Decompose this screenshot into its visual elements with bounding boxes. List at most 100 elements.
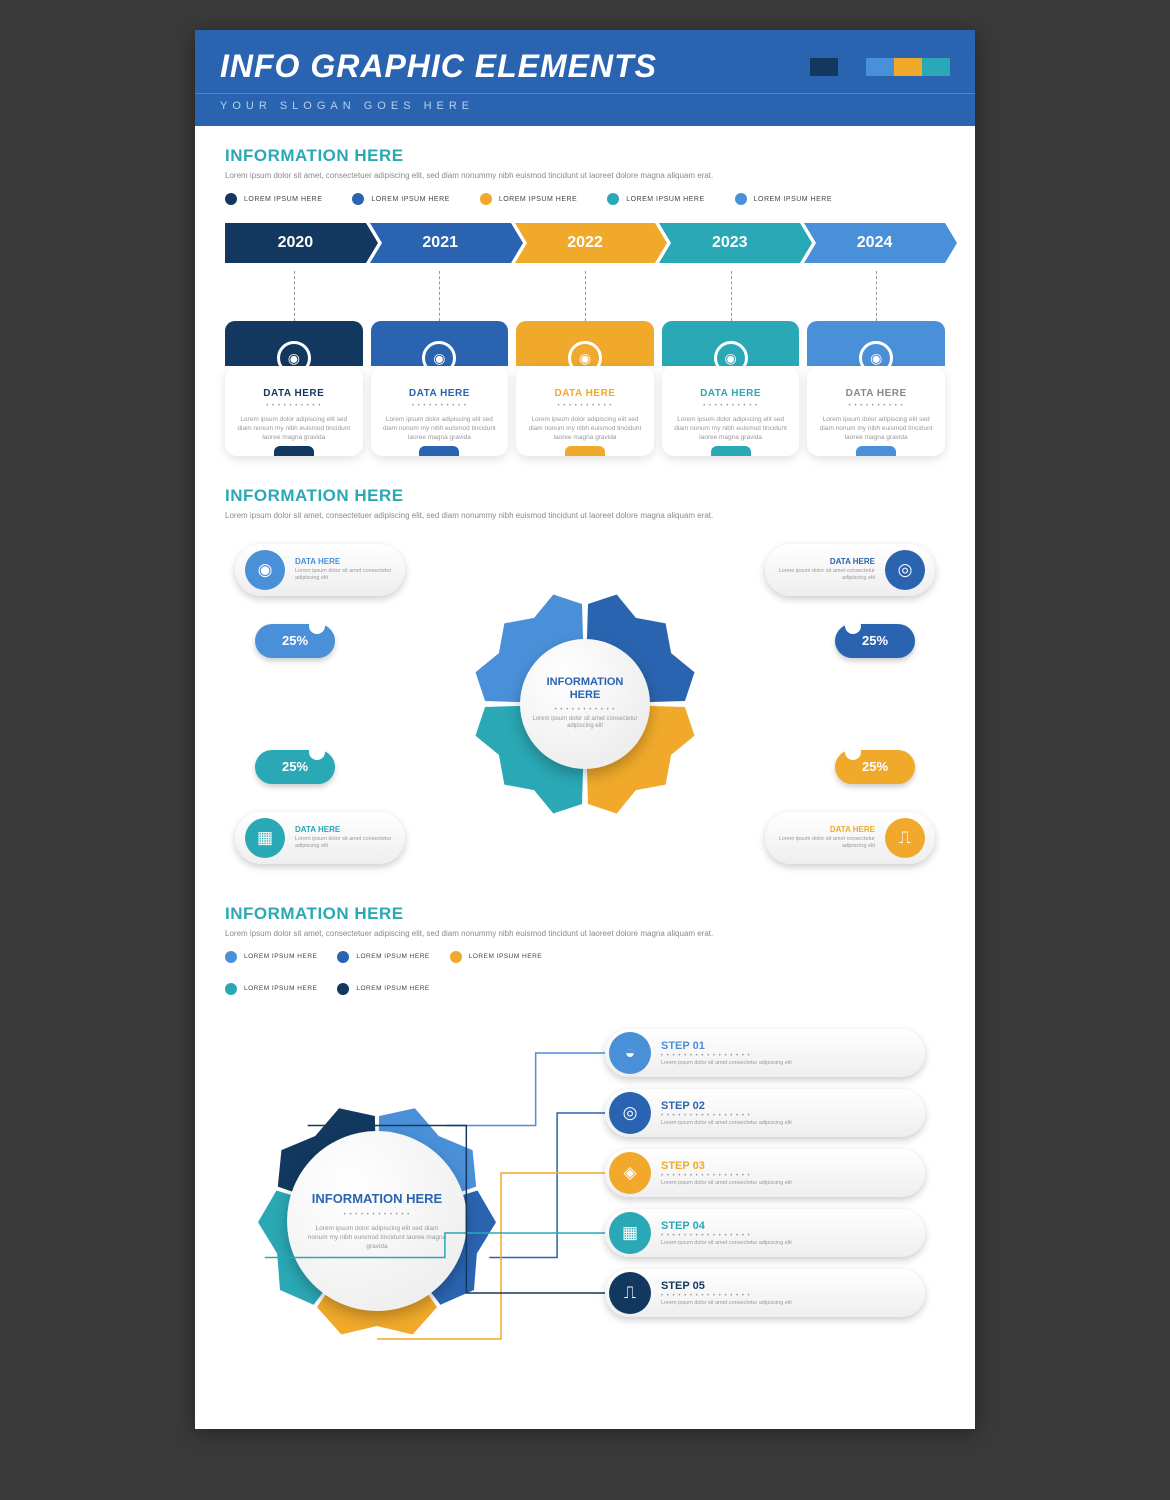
step-label: STEP 01 xyxy=(661,1040,915,1052)
swatch xyxy=(838,58,866,76)
year-arrow: 2022 xyxy=(515,223,656,263)
step-icon: ◈ xyxy=(609,1152,651,1194)
card-connector xyxy=(439,271,508,321)
percent-pill: 25% xyxy=(835,624,915,658)
legend-item: LOREM IPSUM HERE xyxy=(735,193,832,205)
legend-dot xyxy=(480,193,492,205)
step-bar: ◈ STEP 03 • • • • • • • • • • • • • • • … xyxy=(605,1149,925,1197)
legend-dot xyxy=(225,193,237,205)
legend-label: LOREM IPSUM HERE xyxy=(626,196,704,203)
step-text: STEP 02 • • • • • • • • • • • • • • • • … xyxy=(661,1100,925,1127)
legend-item: LOREM IPSUM HERE xyxy=(337,983,429,995)
card-body: DATA HERE • • • • • • • • • • Lorem ipsu… xyxy=(807,366,945,456)
percent-pill: 25% xyxy=(255,750,335,784)
step-bar: ◒ STEP 01 • • • • • • • • • • • • • • • … xyxy=(605,1029,925,1077)
card-tab xyxy=(565,446,605,456)
step-row: ▦ STEP 04 • • • • • • • • • • • • • • • … xyxy=(605,1209,925,1257)
legend-label: LOREM IPSUM HERE xyxy=(244,196,322,203)
step-icon: ◒ xyxy=(609,1032,651,1074)
callout-desc: Lorem ipsum dolor sit amet consectetur a… xyxy=(295,836,395,850)
step-text: STEP 01 • • • • • • • • • • • • • • • • … xyxy=(661,1040,925,1067)
infographic-page: INFO GRAPHIC ELEMENTS YOUR SLOGAN GOES H… xyxy=(195,30,975,1429)
card-tag: ◉ xyxy=(371,321,509,366)
percent-pill: 25% xyxy=(255,624,335,658)
card-body: DATA HERE • • • • • • • • • • Lorem ipsu… xyxy=(371,366,509,456)
gear2-center-desc: Lorem ipsum dolor adipiscing elit sed di… xyxy=(305,1224,449,1251)
steps-diagram: INFORMATION HERE • • • • • • • • • • • •… xyxy=(225,1009,945,1419)
card-tag: ◉ xyxy=(225,321,363,366)
callout-label: DATA HERE xyxy=(295,557,395,566)
card-title: DATA HERE xyxy=(235,388,353,399)
step-desc: Lorem ipsum dolor sit amet consectetur a… xyxy=(661,1180,915,1187)
section3-title: INFORMATION HERE xyxy=(225,904,945,924)
divider-dots: • • • • • • • • • • xyxy=(817,403,935,409)
callout: ▦ DATA HERE Lorem ipsum dolor sit amet c… xyxy=(235,812,405,864)
card-title: DATA HERE xyxy=(672,388,790,399)
legend-item: LOREM IPSUM HERE xyxy=(225,951,317,963)
legend-item: LOREM IPSUM HERE xyxy=(225,193,322,205)
gear2-center-title: INFORMATION HERE xyxy=(312,1191,442,1207)
callout-text: DATA HERE Lorem ipsum dolor sit amet con… xyxy=(295,557,395,582)
card-connector xyxy=(294,271,363,321)
divider-dots: • • • • • • • • • • xyxy=(381,403,499,409)
step-icon: ▦ xyxy=(609,1212,651,1254)
card-body: DATA HERE • • • • • • • • • • Lorem ipsu… xyxy=(662,366,800,456)
legend-label: LOREM IPSUM HERE xyxy=(499,196,577,203)
legend-dot xyxy=(607,193,619,205)
callout-text: DATA HERE Lorem ipsum dolor sit amet con… xyxy=(295,825,395,850)
step-desc: Lorem ipsum dolor sit amet consectetur a… xyxy=(661,1300,915,1307)
divider-dots: • • • • • • • • • • • • xyxy=(344,1212,411,1218)
callout-desc: Lorem ipsum dolor sit amet consectetur a… xyxy=(295,568,395,582)
divider-dots: • • • • • • • • • • xyxy=(672,403,790,409)
card-title: DATA HERE xyxy=(381,388,499,399)
section3-desc: Lorem ipsum dolor sit amet, consectetuer… xyxy=(225,928,945,939)
gear-center: INFORMATION HERE • • • • • • • • • • • L… xyxy=(520,639,650,769)
pill-dot xyxy=(309,618,325,634)
divider-dots: • • • • • • • • • • • • • • • • xyxy=(661,1113,915,1119)
step-label: STEP 05 xyxy=(661,1280,915,1292)
legend-dot xyxy=(735,193,747,205)
legend-item: LOREM IPSUM HERE xyxy=(225,983,317,995)
step-text: STEP 05 • • • • • • • • • • • • • • • • … xyxy=(661,1280,925,1307)
divider-dots: • • • • • • • • • • • • • • • • xyxy=(661,1233,915,1239)
card-tab xyxy=(711,446,751,456)
timeline-arrows: 20202021202220232024 xyxy=(225,223,945,263)
section1-legend: LOREM IPSUM HERE LOREM IPSUM HERE LOREM IP… xyxy=(225,193,945,205)
step-row: ◈ STEP 03 • • • • • • • • • • • • • • • … xyxy=(605,1149,925,1197)
swatch xyxy=(894,58,922,76)
pill-dot xyxy=(845,744,861,760)
section3-legend: LOREM IPSUM HERE LOREM IPSUM HERE LOREM IP… xyxy=(225,951,625,995)
pill-dot xyxy=(309,744,325,760)
header-bar: INFO GRAPHIC ELEMENTS xyxy=(195,30,975,93)
callout: ⎍ DATA HERE Lorem ipsum dolor sit amet c… xyxy=(765,812,935,864)
slogan-bar: YOUR SLOGAN GOES HERE xyxy=(195,93,975,126)
step-icon: ⎍ xyxy=(609,1272,651,1314)
card-text: Lorem ipsum dolor adipiscing elit sed di… xyxy=(672,415,790,442)
gear-center-title: INFORMATION HERE xyxy=(532,676,638,702)
legend-item: LOREM IPSUM HERE xyxy=(337,951,429,963)
card-title: DATA HERE xyxy=(817,388,935,399)
legend-label: LOREM IPSUM HERE xyxy=(754,196,832,203)
step-bar: ▦ STEP 04 • • • • • • • • • • • • • • • … xyxy=(605,1209,925,1257)
card-body: DATA HERE • • • • • • • • • • Lorem ipsu… xyxy=(225,366,363,456)
card-text: Lorem ipsum dolor adipiscing elit sed di… xyxy=(381,415,499,442)
card-connector xyxy=(731,271,800,321)
page-title: INFO GRAPHIC ELEMENTS xyxy=(220,48,657,85)
callout-icon: ⎍ xyxy=(885,818,925,858)
legend-dot xyxy=(450,951,462,963)
timeline-card: ◉ DATA HERE • • • • • • • • • • Lorem ip… xyxy=(225,271,363,456)
section-gear: INFORMATION HERE Lorem ipsum dolor sit a… xyxy=(195,466,975,883)
timeline-card: ◉ DATA HERE • • • • • • • • • • Lorem ip… xyxy=(662,271,800,456)
year-arrow: 2023 xyxy=(659,223,800,263)
divider-dots: • • • • • • • • • • • • • • • • xyxy=(661,1293,915,1299)
step-text: STEP 04 • • • • • • • • • • • • • • • • … xyxy=(661,1220,925,1247)
legend-item: LOREM IPSUM HERE xyxy=(480,193,577,205)
step-row: ◎ STEP 02 • • • • • • • • • • • • • • • … xyxy=(605,1089,925,1137)
year-arrow: 2020 xyxy=(225,223,366,263)
step-row: ⎍ STEP 05 • • • • • • • • • • • • • • • … xyxy=(605,1269,925,1317)
gear2-center: INFORMATION HERE • • • • • • • • • • • •… xyxy=(287,1131,467,1311)
legend-label: LOREM IPSUM HERE xyxy=(244,985,317,992)
card-title: DATA HERE xyxy=(526,388,644,399)
divider-dots: • • • • • • • • • • • • • • • • xyxy=(661,1053,915,1059)
step-label: STEP 04 xyxy=(661,1220,915,1232)
